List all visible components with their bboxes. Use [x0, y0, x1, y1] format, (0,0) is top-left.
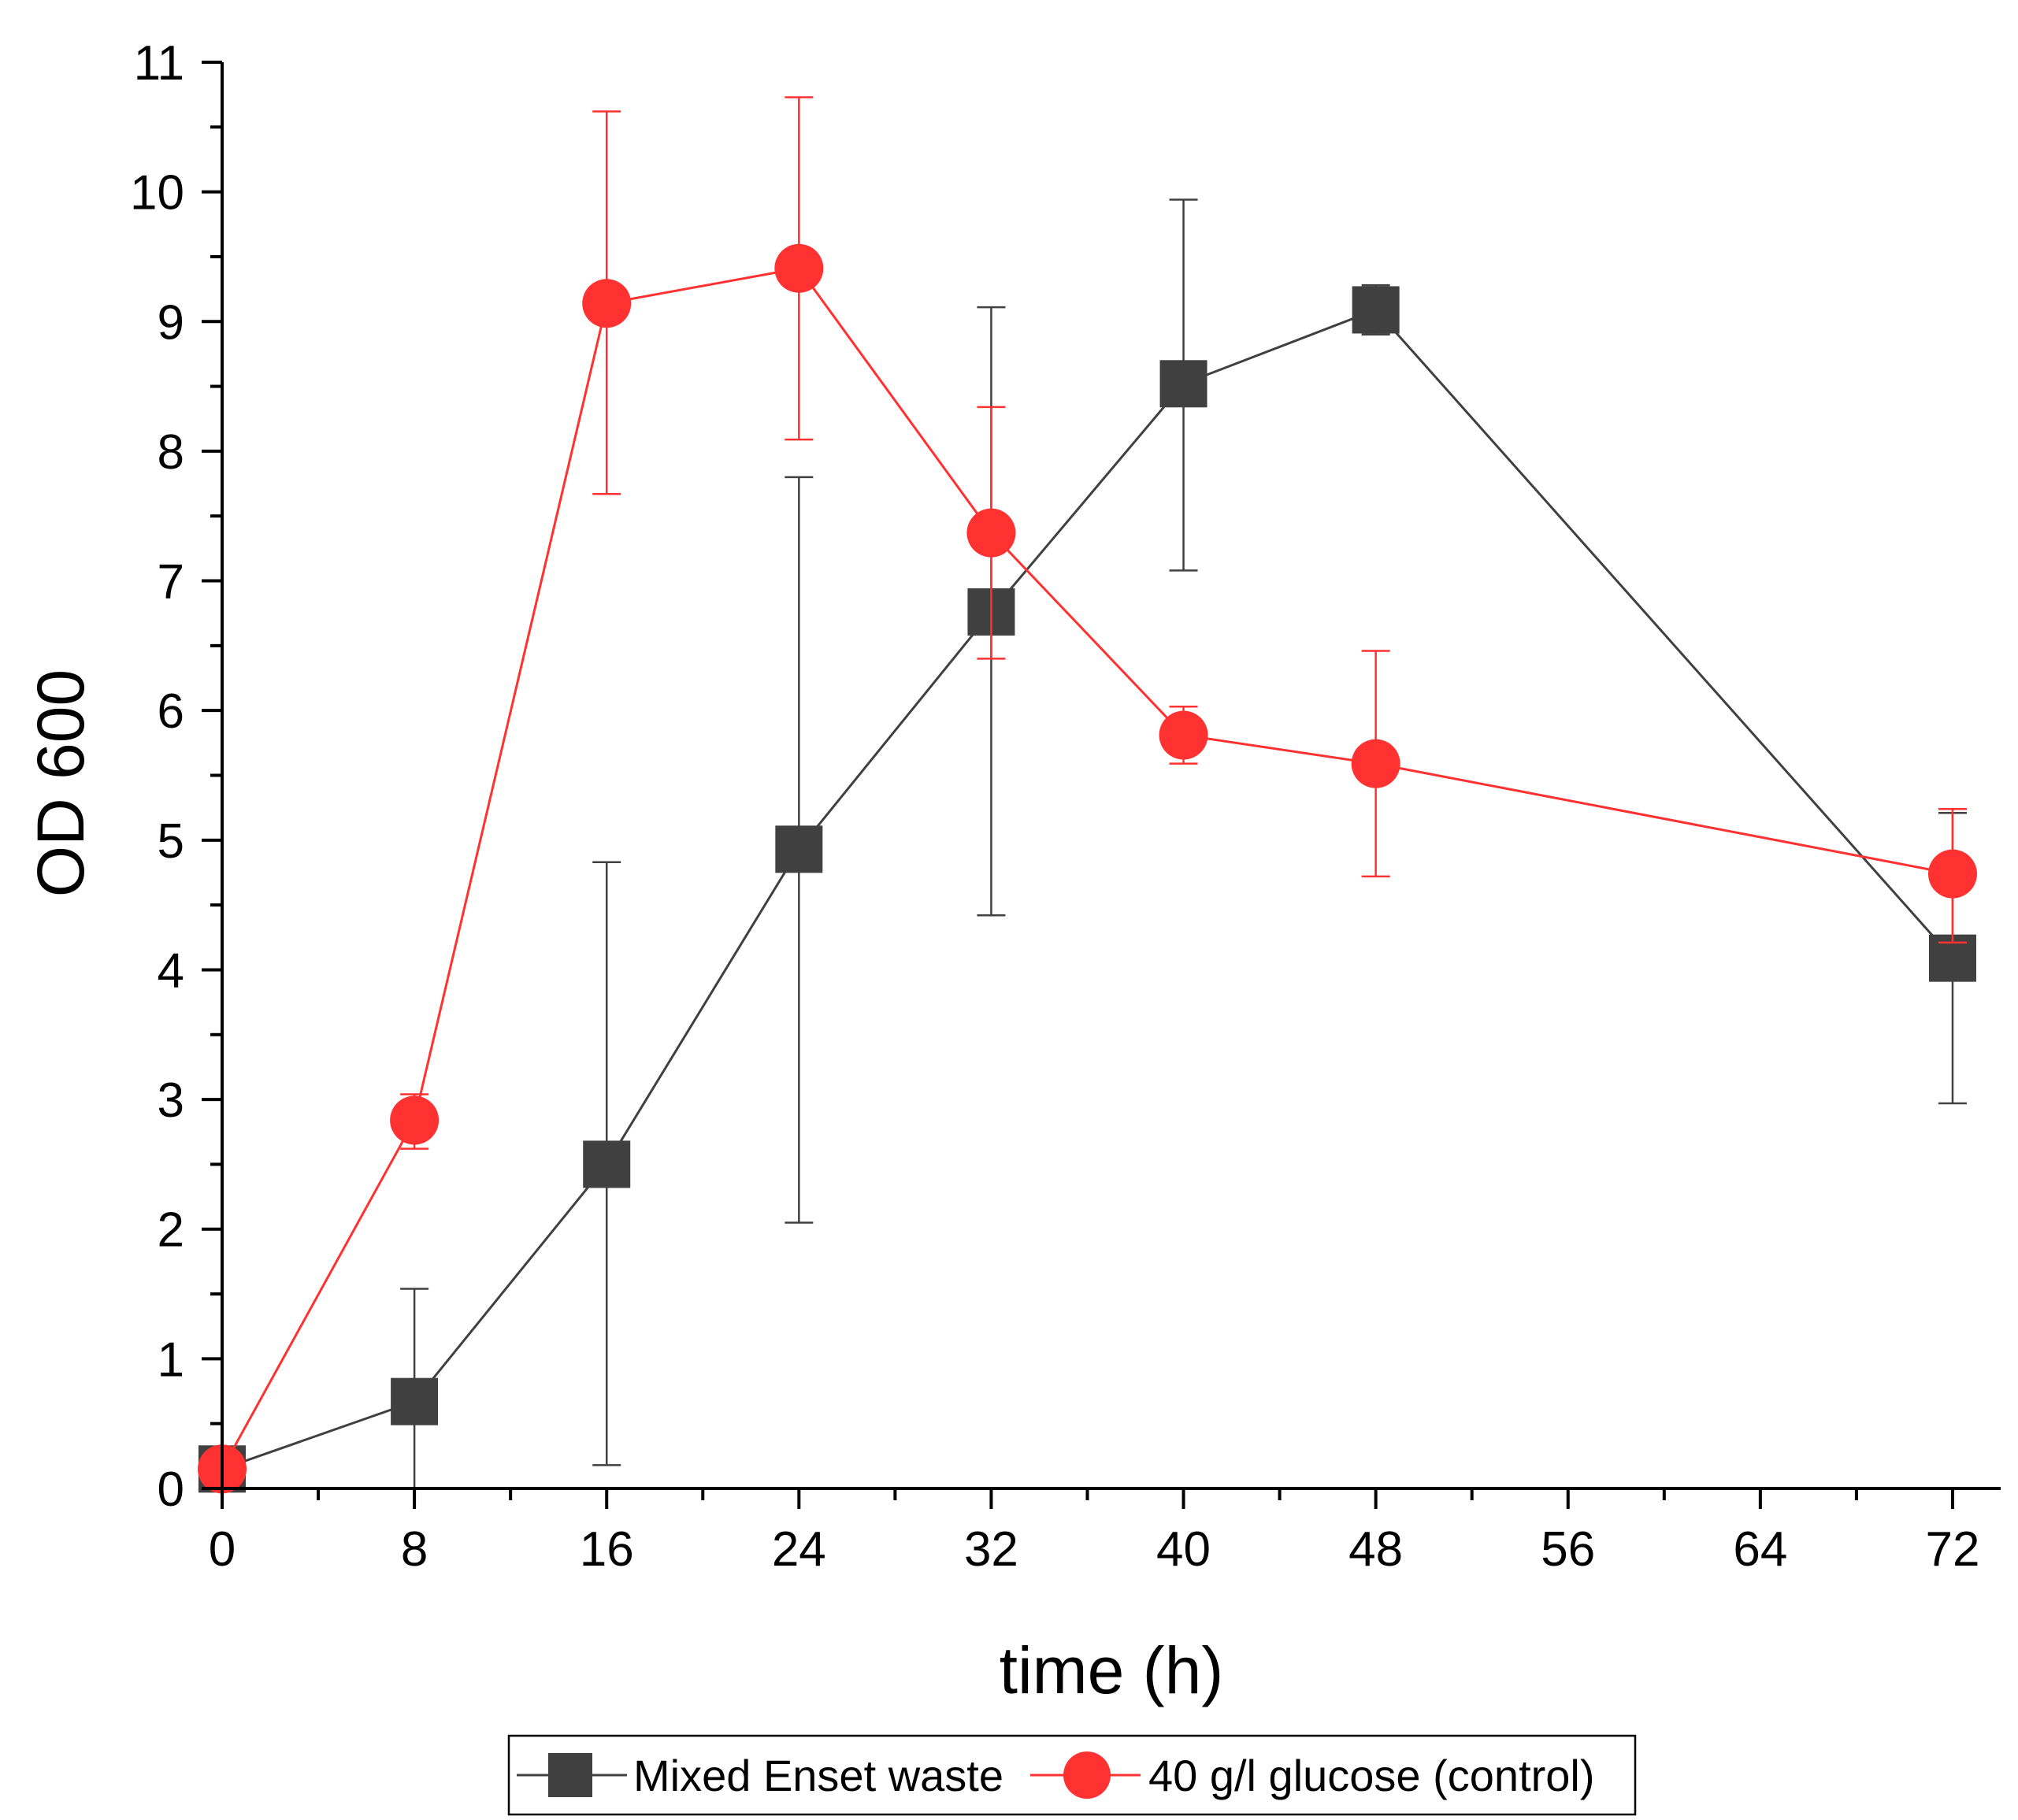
x-tick-label: 72	[1925, 1522, 1979, 1577]
series-line	[221, 308, 1954, 1470]
legend-swatch-square	[548, 1753, 592, 1797]
y-tick-label: 0	[158, 1462, 184, 1517]
legend-label: 40 g/l glucose (control)	[1148, 1751, 1595, 1800]
data-point-circle	[582, 279, 632, 328]
y-tick-label: 9	[158, 295, 184, 350]
x-tick-label: 64	[1733, 1522, 1787, 1577]
data-point-square	[391, 1377, 439, 1425]
data-point-circle	[966, 508, 1016, 558]
y-tick-label: 7	[158, 555, 184, 610]
series-2	[198, 96, 1977, 1494]
y-tick-label: 11	[134, 36, 184, 91]
data-point-circle	[1351, 739, 1400, 788]
y-tick-label: 2	[158, 1203, 184, 1258]
legend: Mixed Enset waste 40 g/l glucose (control…	[507, 1734, 1637, 1816]
y-tick-label: 8	[158, 425, 184, 480]
data-point-circle	[1159, 710, 1208, 760]
y-tick-label: 1	[158, 1333, 184, 1387]
x-tick-label: 0	[209, 1522, 236, 1577]
y-tick-label: 6	[158, 684, 184, 739]
legend-label: Mixed Enset waste	[633, 1751, 1003, 1800]
x-tick-label: 24	[772, 1522, 826, 1577]
y-tick-label: 4	[158, 943, 184, 998]
data-point-square	[583, 1140, 631, 1188]
series-layer	[198, 96, 1977, 1494]
y-tick-label: 5	[158, 814, 184, 869]
data-point-square	[1352, 286, 1400, 334]
x-tick-label: 40	[1156, 1522, 1211, 1577]
data-point-square	[775, 825, 823, 873]
x-tick-label: 48	[1348, 1522, 1403, 1577]
series-1	[198, 198, 1976, 1493]
x-tick-label: 16	[580, 1522, 634, 1577]
data-point-square	[1159, 360, 1207, 408]
legend-swatch-circle	[1063, 1751, 1111, 1799]
y-tick-label: 3	[158, 1073, 184, 1128]
data-point-circle	[1927, 849, 1977, 899]
y-axis-title: OD 600	[24, 669, 98, 898]
data-point-circle	[774, 243, 824, 293]
x-axis-title: time (h)	[1000, 1633, 1224, 1707]
x-tick-label: 56	[1541, 1522, 1595, 1577]
y-tick-label: 10	[130, 166, 184, 221]
series-line	[221, 267, 1953, 1470]
data-point-circle	[390, 1095, 440, 1145]
x-tick-label: 8	[401, 1522, 428, 1577]
x-tick-label: 32	[964, 1522, 1018, 1577]
